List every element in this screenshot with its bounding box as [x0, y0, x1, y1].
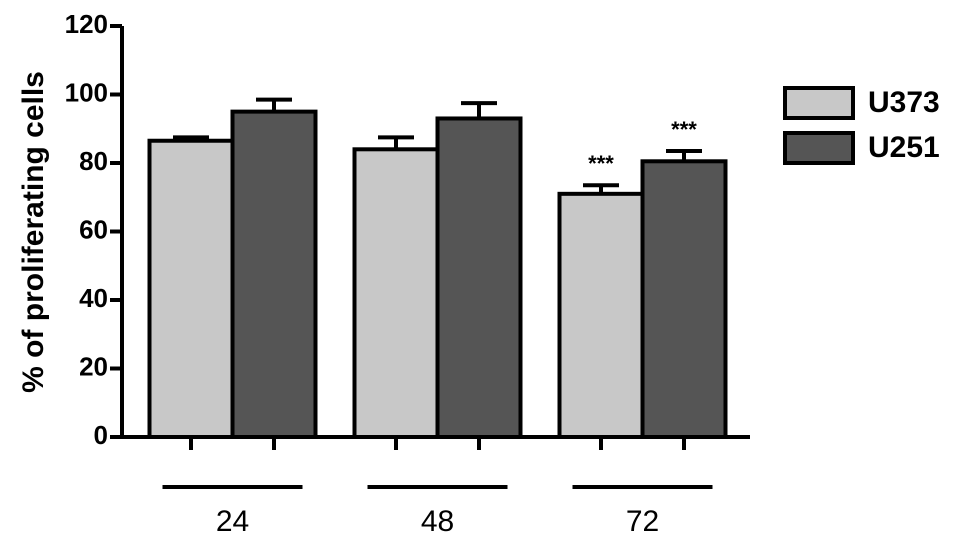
legend-swatch	[783, 131, 855, 165]
bar	[352, 147, 440, 440]
bar	[435, 116, 523, 439]
y-axis-label: % of proliferating cells	[17, 71, 50, 393]
significance-label: ***	[588, 151, 614, 176]
x-tick-label: 24	[216, 505, 249, 538]
bar	[147, 138, 235, 440]
x-tick-label: 72	[626, 505, 659, 538]
y-tick-label: 120	[65, 9, 108, 39]
y-tick-label: 0	[94, 420, 108, 450]
bar	[230, 109, 318, 439]
x-tick-label: 48	[421, 505, 454, 538]
legend-label: U373	[868, 86, 940, 119]
y-tick-label: 20	[79, 351, 108, 381]
bar	[640, 159, 728, 439]
y-tick-label: 100	[65, 77, 108, 107]
error-bar	[461, 101, 497, 119]
y-tick-label: 80	[79, 146, 108, 176]
legend-label: U251	[868, 131, 940, 164]
significance-label: ***	[671, 117, 697, 142]
y-tick-label: 40	[79, 283, 108, 313]
legend-swatch	[783, 86, 855, 120]
bar	[557, 191, 645, 439]
y-tick-label: 60	[79, 214, 108, 244]
